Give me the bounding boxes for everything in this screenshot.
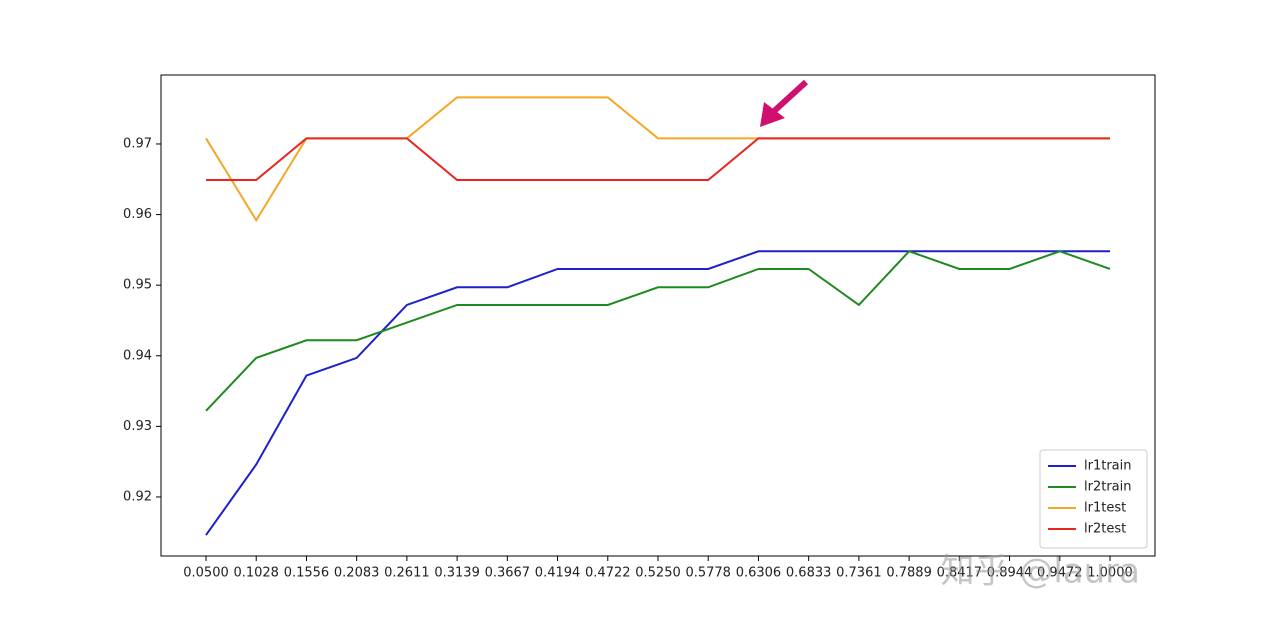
x-tick-label: 0.3139	[434, 566, 480, 581]
x-tick-label: 0.7889	[886, 566, 932, 581]
y-tick-label: 0.97	[123, 136, 152, 151]
x-tick-label: 0.2083	[334, 566, 380, 581]
series-line	[206, 137, 1110, 181]
x-tick-label: 0.4722	[585, 566, 631, 581]
legend-label: lr2train	[1084, 480, 1132, 495]
legend-label: lr2test	[1084, 522, 1126, 537]
x-tick-label: 0.3667	[485, 566, 531, 581]
series-line	[205, 250, 1110, 536]
x-tick-label: 0.6833	[786, 566, 832, 581]
legend-label: lr1train	[1084, 459, 1132, 474]
x-tick-label: 0.0500	[183, 566, 229, 581]
x-tick-label: 0.7361	[836, 566, 882, 581]
legend-label: lr1test	[1084, 501, 1126, 516]
x-tick-label: 0.8417	[937, 566, 983, 581]
y-tick-label: 0.94	[123, 348, 152, 363]
plot-frame	[160, 74, 1156, 557]
watermark: 知乎 @laura	[941, 552, 1140, 592]
series-line	[205, 250, 1111, 412]
x-tick-label: 1.0000	[1087, 566, 1133, 581]
series-line	[205, 96, 1110, 223]
x-tick-label: 0.5250	[635, 566, 681, 581]
x-tick-label: 0.9472	[1037, 566, 1083, 581]
annotation-arrow	[760, 79, 809, 127]
x-tick-label: 0.1556	[284, 566, 330, 581]
y-tick-label: 0.92	[123, 489, 152, 504]
x-tick-label: 0.4194	[535, 566, 581, 581]
y-tick-label: 0.95	[123, 278, 152, 293]
x-tick-label: 0.8944	[987, 566, 1033, 581]
x-tick-label: 0.5778	[685, 566, 731, 581]
x-tick-label: 0.2611	[384, 566, 430, 581]
x-tick-label: 0.1028	[233, 566, 279, 581]
x-tick-label: 0.6306	[736, 566, 782, 581]
y-tick-label: 0.96	[123, 207, 152, 222]
y-tick-label: 0.93	[123, 419, 152, 434]
legend-box	[1039, 449, 1148, 549]
